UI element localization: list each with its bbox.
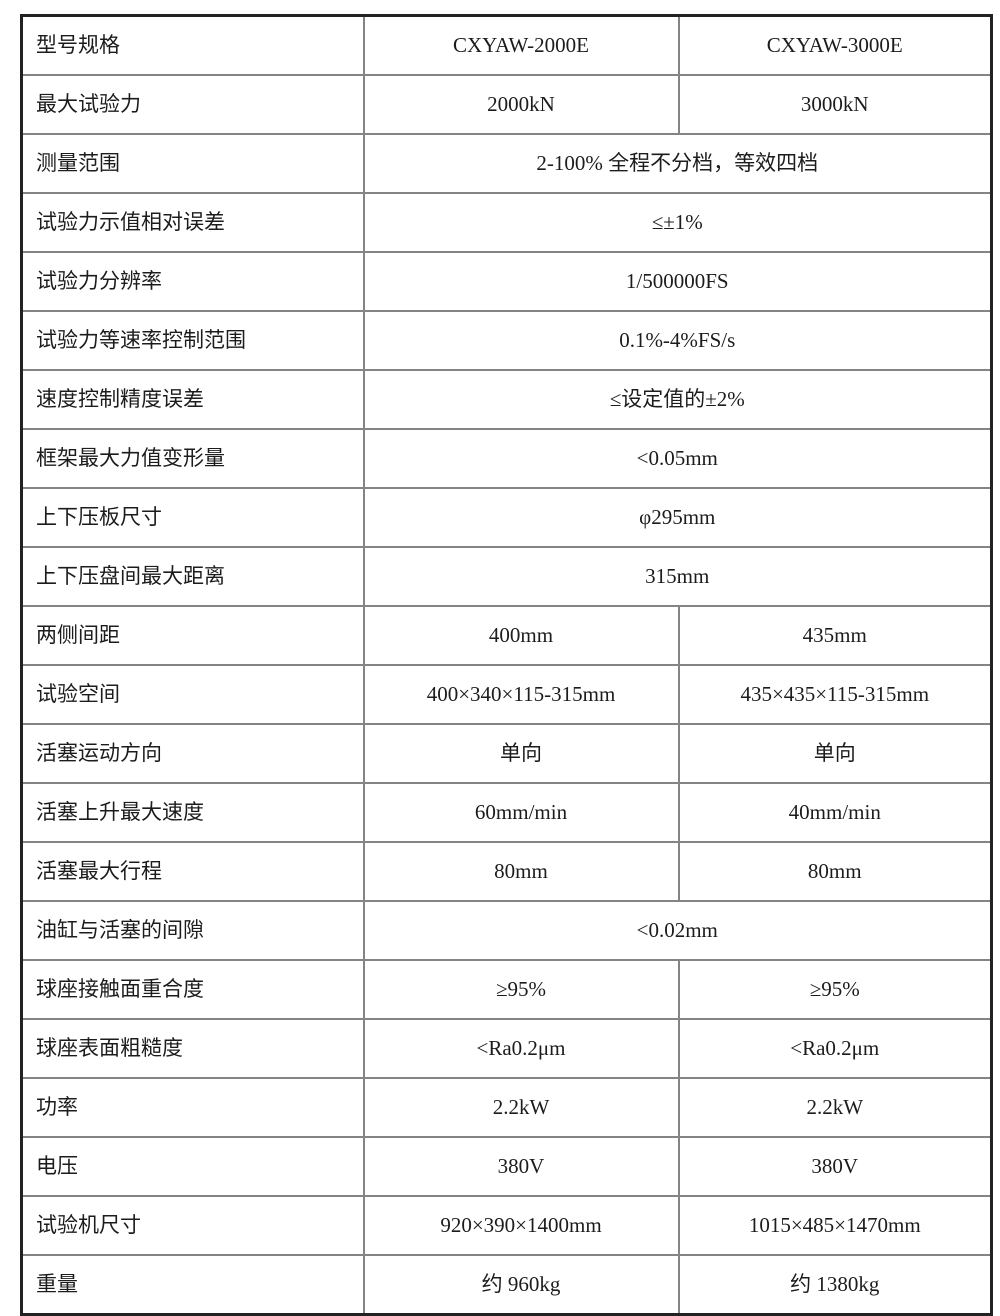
- spec-value-2000e: ≥95%: [362, 959, 680, 1020]
- spec-label: 球座接触面重合度: [20, 959, 365, 1020]
- table-row-resolution: 试验力分辨率 1/500000FS: [20, 251, 993, 312]
- spec-table: 型号规格 CXYAW-2000E CXYAW-3000E 最大试验力 2000k…: [20, 14, 993, 1316]
- spec-label: 试验力分辨率: [20, 251, 365, 312]
- spec-label: 球座表面粗糙度: [20, 1018, 365, 1079]
- table-row-machine-dimensions: 试验机尺寸 920×390×1400mm 1015×485×1470mm: [20, 1195, 993, 1256]
- spec-value-2000e: 80mm: [362, 841, 680, 902]
- spec-label: 重量: [20, 1254, 365, 1316]
- table-row-max-platen-distance: 上下压盘间最大距离 315mm: [20, 546, 993, 607]
- table-row-piston-max-speed: 活塞上升最大速度 60mm/min 40mm/min: [20, 782, 993, 843]
- spec-label: 活塞上升最大速度: [20, 782, 365, 843]
- spec-value-merged: 315mm: [362, 546, 993, 607]
- model-header-2000e: CXYAW-2000E: [362, 14, 680, 76]
- spec-value-2000e: 60mm/min: [362, 782, 680, 843]
- table-row-model: 型号规格 CXYAW-2000E CXYAW-3000E: [20, 14, 993, 76]
- spec-label: 型号规格: [20, 14, 365, 76]
- spec-label: 活塞最大行程: [20, 841, 365, 902]
- table-row-cylinder-piston-gap: 油缸与活塞的间隙 <0.02mm: [20, 900, 993, 961]
- spec-value-3000e: 2.2kW: [677, 1077, 993, 1138]
- spec-label: 试验力示值相对误差: [20, 192, 365, 253]
- table-row-side-spacing: 两侧间距 400mm 435mm: [20, 605, 993, 666]
- table-row-speed-accuracy: 速度控制精度误差 ≤设定值的±2%: [20, 369, 993, 430]
- spec-value-2000e: 约 960kg: [362, 1254, 680, 1316]
- spec-label: 框架最大力值变形量: [20, 428, 365, 489]
- table-row-piston-direction: 活塞运动方向 单向 单向: [20, 723, 993, 784]
- spec-value-3000e: 40mm/min: [677, 782, 993, 843]
- spec-value-3000e: 80mm: [677, 841, 993, 902]
- spec-value-2000e: <Ra0.2μm: [362, 1018, 680, 1079]
- spec-label: 试验空间: [20, 664, 365, 725]
- model-header-3000e: CXYAW-3000E: [677, 14, 993, 76]
- spec-label: 速度控制精度误差: [20, 369, 365, 430]
- spec-value-2000e: 380V: [362, 1136, 680, 1197]
- spec-value-merged: <0.05mm: [362, 428, 993, 489]
- spec-value-merged: φ295mm: [362, 487, 993, 548]
- spec-value-3000e: <Ra0.2μm: [677, 1018, 993, 1079]
- spec-value-3000e: 380V: [677, 1136, 993, 1197]
- table-row-rate-control-range: 试验力等速率控制范围 0.1%-4%FS/s: [20, 310, 993, 371]
- spec-value-2000e: 920×390×1400mm: [362, 1195, 680, 1256]
- spec-value-2000e: 单向: [362, 723, 680, 784]
- spec-label: 上下压盘间最大距离: [20, 546, 365, 607]
- spec-value-3000e: 435×435×115-315mm: [677, 664, 993, 725]
- table-row-measure-range: 测量范围 2-100% 全程不分档，等效四档: [20, 133, 993, 194]
- spec-value-merged: 2-100% 全程不分档，等效四档: [362, 133, 993, 194]
- spec-label: 功率: [20, 1077, 365, 1138]
- table-row-max-force: 最大试验力 2000kN 3000kN: [20, 74, 993, 135]
- spec-value-3000e: 单向: [677, 723, 993, 784]
- table-row-ball-seat-roughness: 球座表面粗糙度 <Ra0.2μm <Ra0.2μm: [20, 1018, 993, 1079]
- spec-value-2000e: 400mm: [362, 605, 680, 666]
- spec-label: 试验力等速率控制范围: [20, 310, 365, 371]
- spec-value-3000e: 约 1380kg: [677, 1254, 993, 1316]
- spec-value-merged: ≤设定值的±2%: [362, 369, 993, 430]
- spec-value-3000e: 435mm: [677, 605, 993, 666]
- spec-value-merged: <0.02mm: [362, 900, 993, 961]
- table-row-indication-error: 试验力示值相对误差 ≤±1%: [20, 192, 993, 253]
- table-row-weight: 重量 约 960kg 约 1380kg: [20, 1254, 993, 1316]
- table-row-voltage: 电压 380V 380V: [20, 1136, 993, 1197]
- table-row-ball-seat-contact: 球座接触面重合度 ≥95% ≥95%: [20, 959, 993, 1020]
- spec-value-3000e: 3000kN: [677, 74, 993, 135]
- spec-label: 最大试验力: [20, 74, 365, 135]
- spec-value-3000e: ≥95%: [677, 959, 993, 1020]
- spec-value-merged: ≤±1%: [362, 192, 993, 253]
- spec-label: 试验机尺寸: [20, 1195, 365, 1256]
- table-row-platen-size: 上下压板尺寸 φ295mm: [20, 487, 993, 548]
- table-row-test-space: 试验空间 400×340×115-315mm 435×435×115-315mm: [20, 664, 993, 725]
- table-row-power: 功率 2.2kW 2.2kW: [20, 1077, 993, 1138]
- spec-label: 油缸与活塞的间隙: [20, 900, 365, 961]
- table-row-piston-max-stroke: 活塞最大行程 80mm 80mm: [20, 841, 993, 902]
- spec-value-merged: 1/500000FS: [362, 251, 993, 312]
- spec-value-2000e: 2000kN: [362, 74, 680, 135]
- spec-value-merged: 0.1%-4%FS/s: [362, 310, 993, 371]
- spec-value-2000e: 400×340×115-315mm: [362, 664, 680, 725]
- spec-label: 两侧间距: [20, 605, 365, 666]
- spec-label: 测量范围: [20, 133, 365, 194]
- spec-label: 活塞运动方向: [20, 723, 365, 784]
- spec-value-2000e: 2.2kW: [362, 1077, 680, 1138]
- table-row-frame-deformation: 框架最大力值变形量 <0.05mm: [20, 428, 993, 489]
- spec-sheet-page: 型号规格 CXYAW-2000E CXYAW-3000E 最大试验力 2000k…: [20, 14, 993, 1316]
- spec-value-3000e: 1015×485×1470mm: [677, 1195, 993, 1256]
- spec-label: 上下压板尺寸: [20, 487, 365, 548]
- spec-label: 电压: [20, 1136, 365, 1197]
